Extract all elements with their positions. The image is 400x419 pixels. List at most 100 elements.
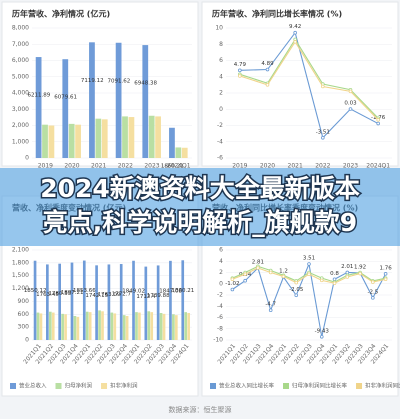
bar: [62, 59, 69, 158]
bar: [82, 260, 86, 340]
data-label: 1.92: [354, 264, 366, 270]
data-label: 1.76: [379, 265, 392, 271]
data-label: 1742.15: [85, 293, 108, 299]
x-tick-label: 2021: [288, 163, 303, 170]
x-tick-label: 2023: [343, 163, 358, 170]
point: [307, 262, 311, 266]
data-label: 9.42: [289, 24, 301, 30]
legend-label: 扣非净利润同比增长率: [365, 382, 400, 390]
y-tick-label: 1,200: [12, 285, 29, 292]
bar: [70, 262, 74, 340]
data-label: 4.79: [234, 62, 247, 68]
data-label: 1847.08: [159, 288, 182, 294]
bar: [122, 315, 126, 340]
bar: [64, 314, 67, 340]
bar: [113, 313, 117, 340]
data-label: 1763.45: [36, 292, 59, 298]
point: [371, 296, 375, 300]
data-label: 1763.09: [98, 292, 121, 298]
point: [268, 270, 273, 275]
bar: [51, 312, 55, 340]
bar: [101, 311, 104, 340]
y-tick-label: 2: [219, 90, 223, 97]
bar: [132, 260, 135, 340]
bar: [172, 314, 175, 340]
y-tick-label: 0: [219, 106, 223, 113]
y-tick-label: 10: [215, 25, 223, 32]
y-tick-label: -8: [217, 325, 223, 332]
x-tick-label: 2021: [91, 163, 106, 170]
x-tick-label: 2019: [232, 163, 247, 170]
y-tick-label: -4: [217, 303, 223, 310]
bar: [73, 316, 77, 340]
bar: [169, 260, 172, 340]
bar: [61, 313, 64, 340]
point: [281, 274, 286, 279]
point: [293, 30, 297, 35]
data-label: 1780.33: [48, 291, 71, 297]
y-tick-label: 900: [18, 298, 30, 305]
y-tick-label: 0: [25, 337, 29, 344]
data-label: 0.8: [330, 271, 339, 277]
bar: [128, 117, 135, 158]
bar: [135, 312, 138, 340]
x-tick-label: 2024Q1: [167, 163, 191, 170]
point: [307, 272, 311, 276]
bar: [119, 264, 123, 340]
point: [332, 277, 337, 282]
bar: [144, 266, 148, 340]
bar: [46, 264, 49, 340]
point: [321, 135, 325, 140]
point: [230, 287, 235, 292]
legend-label: 扣非净利润: [110, 382, 138, 390]
point: [294, 293, 299, 298]
point: [345, 270, 350, 275]
y-tick-label: 2,100: [12, 247, 29, 254]
bar: [110, 312, 114, 340]
data-label: 6948.38: [134, 81, 157, 87]
bar: [48, 311, 52, 340]
data-label: -1.02: [225, 281, 239, 287]
y-tick-label: 6: [219, 247, 223, 254]
y-tick-label: -2: [217, 292, 223, 299]
y-tick-label: 300: [18, 324, 30, 331]
legend-label: 营业总收入同比增长率: [219, 382, 275, 390]
data-label: 1807.21: [61, 290, 84, 296]
point: [383, 277, 388, 282]
x-tick-label: 2022: [315, 163, 330, 170]
data-label: 6211.89: [28, 93, 51, 99]
y-tick-label: 7,000: [12, 41, 29, 48]
x-tick-label: 2019: [38, 163, 53, 170]
bar: [88, 312, 92, 340]
chart-title: 历年营收、净利情况 (亿元): [12, 9, 110, 19]
bar: [115, 42, 122, 159]
data-label: 7091.62: [108, 78, 131, 84]
point: [319, 278, 324, 283]
line: [239, 40, 379, 121]
point: [383, 272, 388, 276]
bar: [148, 115, 155, 158]
chart-title: 历年营收、净利同比增长率情况 (%): [212, 9, 342, 19]
y-tick-label: 1,800: [12, 259, 29, 266]
bar: [98, 310, 101, 340]
bar: [95, 118, 102, 158]
y-tick-label: 3,000: [12, 106, 29, 113]
data-label: -2.5: [367, 289, 378, 295]
legend-label: 归母净利润同比增长率: [292, 382, 348, 390]
bar: [75, 124, 81, 158]
y-tick-label: 4,000: [12, 90, 29, 97]
line: [239, 38, 379, 119]
y-tick-label: -4: [217, 138, 223, 145]
bar: [162, 313, 166, 340]
bar: [181, 260, 185, 340]
y-tick-label: -6: [217, 155, 223, 162]
data-label: 1849.02: [122, 288, 145, 294]
x-tick-label: 2022: [118, 163, 133, 170]
data-label: 3.51: [303, 256, 315, 262]
y-tick-label: 8,000: [12, 25, 29, 32]
point: [358, 271, 362, 276]
point: [230, 277, 235, 282]
data-label: 1860.21: [172, 288, 195, 294]
bar: [68, 123, 75, 158]
